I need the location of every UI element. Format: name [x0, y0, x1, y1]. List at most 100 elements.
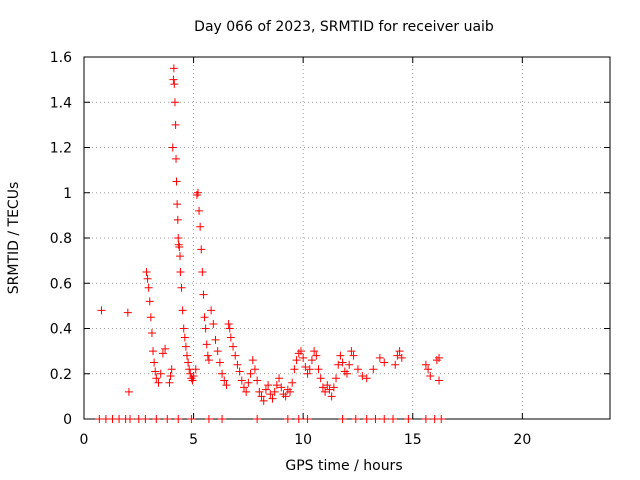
data-point [345, 360, 354, 369]
data-point [161, 344, 170, 353]
y-tick-label: 0.8 [50, 231, 72, 247]
data-point [235, 367, 244, 376]
data-point [97, 306, 106, 315]
data-point [144, 283, 153, 292]
data-point [171, 120, 180, 129]
data-point [187, 415, 196, 423]
data-point [146, 313, 155, 322]
data-point [318, 383, 327, 392]
data-point [338, 358, 347, 367]
data-point [437, 415, 446, 423]
data-point [173, 200, 182, 209]
x-axis: 0 5 10 15 20 [80, 57, 531, 448]
data-point [200, 313, 209, 322]
data-point [435, 353, 444, 362]
data-point [123, 308, 132, 317]
x-tick-label: 15 [404, 432, 422, 448]
data-point [198, 267, 207, 276]
data-point [343, 369, 351, 378]
data-point [404, 415, 413, 423]
data-point [209, 319, 218, 328]
data-point [268, 394, 277, 403]
data-point [375, 353, 384, 362]
data-point [305, 365, 314, 374]
data-point [191, 365, 200, 374]
data-point [183, 351, 192, 360]
data-point [231, 351, 240, 360]
data-point [220, 376, 229, 385]
data-point [321, 387, 330, 396]
data-point [204, 356, 213, 365]
data-point [389, 415, 398, 423]
data-point [222, 381, 231, 390]
data-point [275, 374, 284, 383]
data-point [166, 372, 175, 381]
data-point [149, 347, 158, 356]
data-point [327, 392, 336, 401]
x-tick-label: 10 [294, 432, 312, 448]
data-point [362, 374, 371, 383]
data-point [261, 385, 270, 394]
data-point [215, 358, 224, 367]
data-point [174, 234, 183, 242]
data-point [336, 351, 345, 360]
data-point [178, 306, 187, 315]
data-point [250, 365, 259, 374]
data-point [391, 360, 400, 369]
data-point [189, 372, 198, 381]
data-point [147, 329, 156, 338]
data-point [286, 387, 295, 396]
data-point [167, 365, 176, 374]
data-point [329, 383, 338, 392]
data-point [393, 351, 402, 360]
data-point [253, 415, 262, 423]
data-point [424, 365, 433, 374]
data-point [421, 360, 430, 369]
y-tick-label: 0.6 [50, 276, 72, 292]
data-point [151, 367, 160, 376]
data-point [351, 415, 360, 423]
data-point [158, 349, 167, 358]
data-point [170, 80, 179, 89]
data-point [175, 243, 184, 252]
chart-title: Day 066 of 2023, SRMTID for receiver uai… [194, 19, 494, 35]
y-tick-label: 1.6 [50, 50, 72, 66]
data-point [380, 415, 389, 423]
data-point [349, 351, 358, 360]
data-point [199, 290, 208, 299]
data-points [95, 64, 446, 423]
data-point [239, 383, 248, 392]
data-point [332, 374, 341, 383]
data-point [188, 376, 197, 385]
data-point [358, 372, 367, 381]
data-point [150, 358, 159, 367]
data-point [325, 385, 334, 394]
data-point [172, 177, 181, 186]
y-axis: 0 0.2 0.4 0.6 0.8 1 1.2 1.4 1.6 [50, 50, 610, 428]
data-point [347, 347, 356, 356]
data-point [175, 252, 184, 261]
data-point [301, 362, 310, 371]
data-point [369, 365, 378, 374]
data-point [310, 347, 319, 356]
data-point [207, 306, 216, 315]
data-point [152, 374, 161, 383]
y-tick-label: 1 [63, 186, 72, 202]
data-point [266, 390, 275, 399]
data-point [126, 415, 135, 423]
x-axis-label: GPS time / hours [285, 458, 402, 474]
data-point [338, 415, 347, 423]
data-point [141, 415, 150, 423]
data-point [257, 392, 266, 401]
data-point [213, 347, 222, 356]
data-point [176, 267, 185, 276]
data-point [195, 206, 204, 215]
data-point [184, 358, 193, 367]
data-point [163, 415, 172, 423]
data-point [371, 415, 380, 423]
data-point [225, 324, 234, 333]
data-point [395, 347, 404, 356]
data-point [237, 376, 246, 385]
data-point [172, 154, 181, 163]
